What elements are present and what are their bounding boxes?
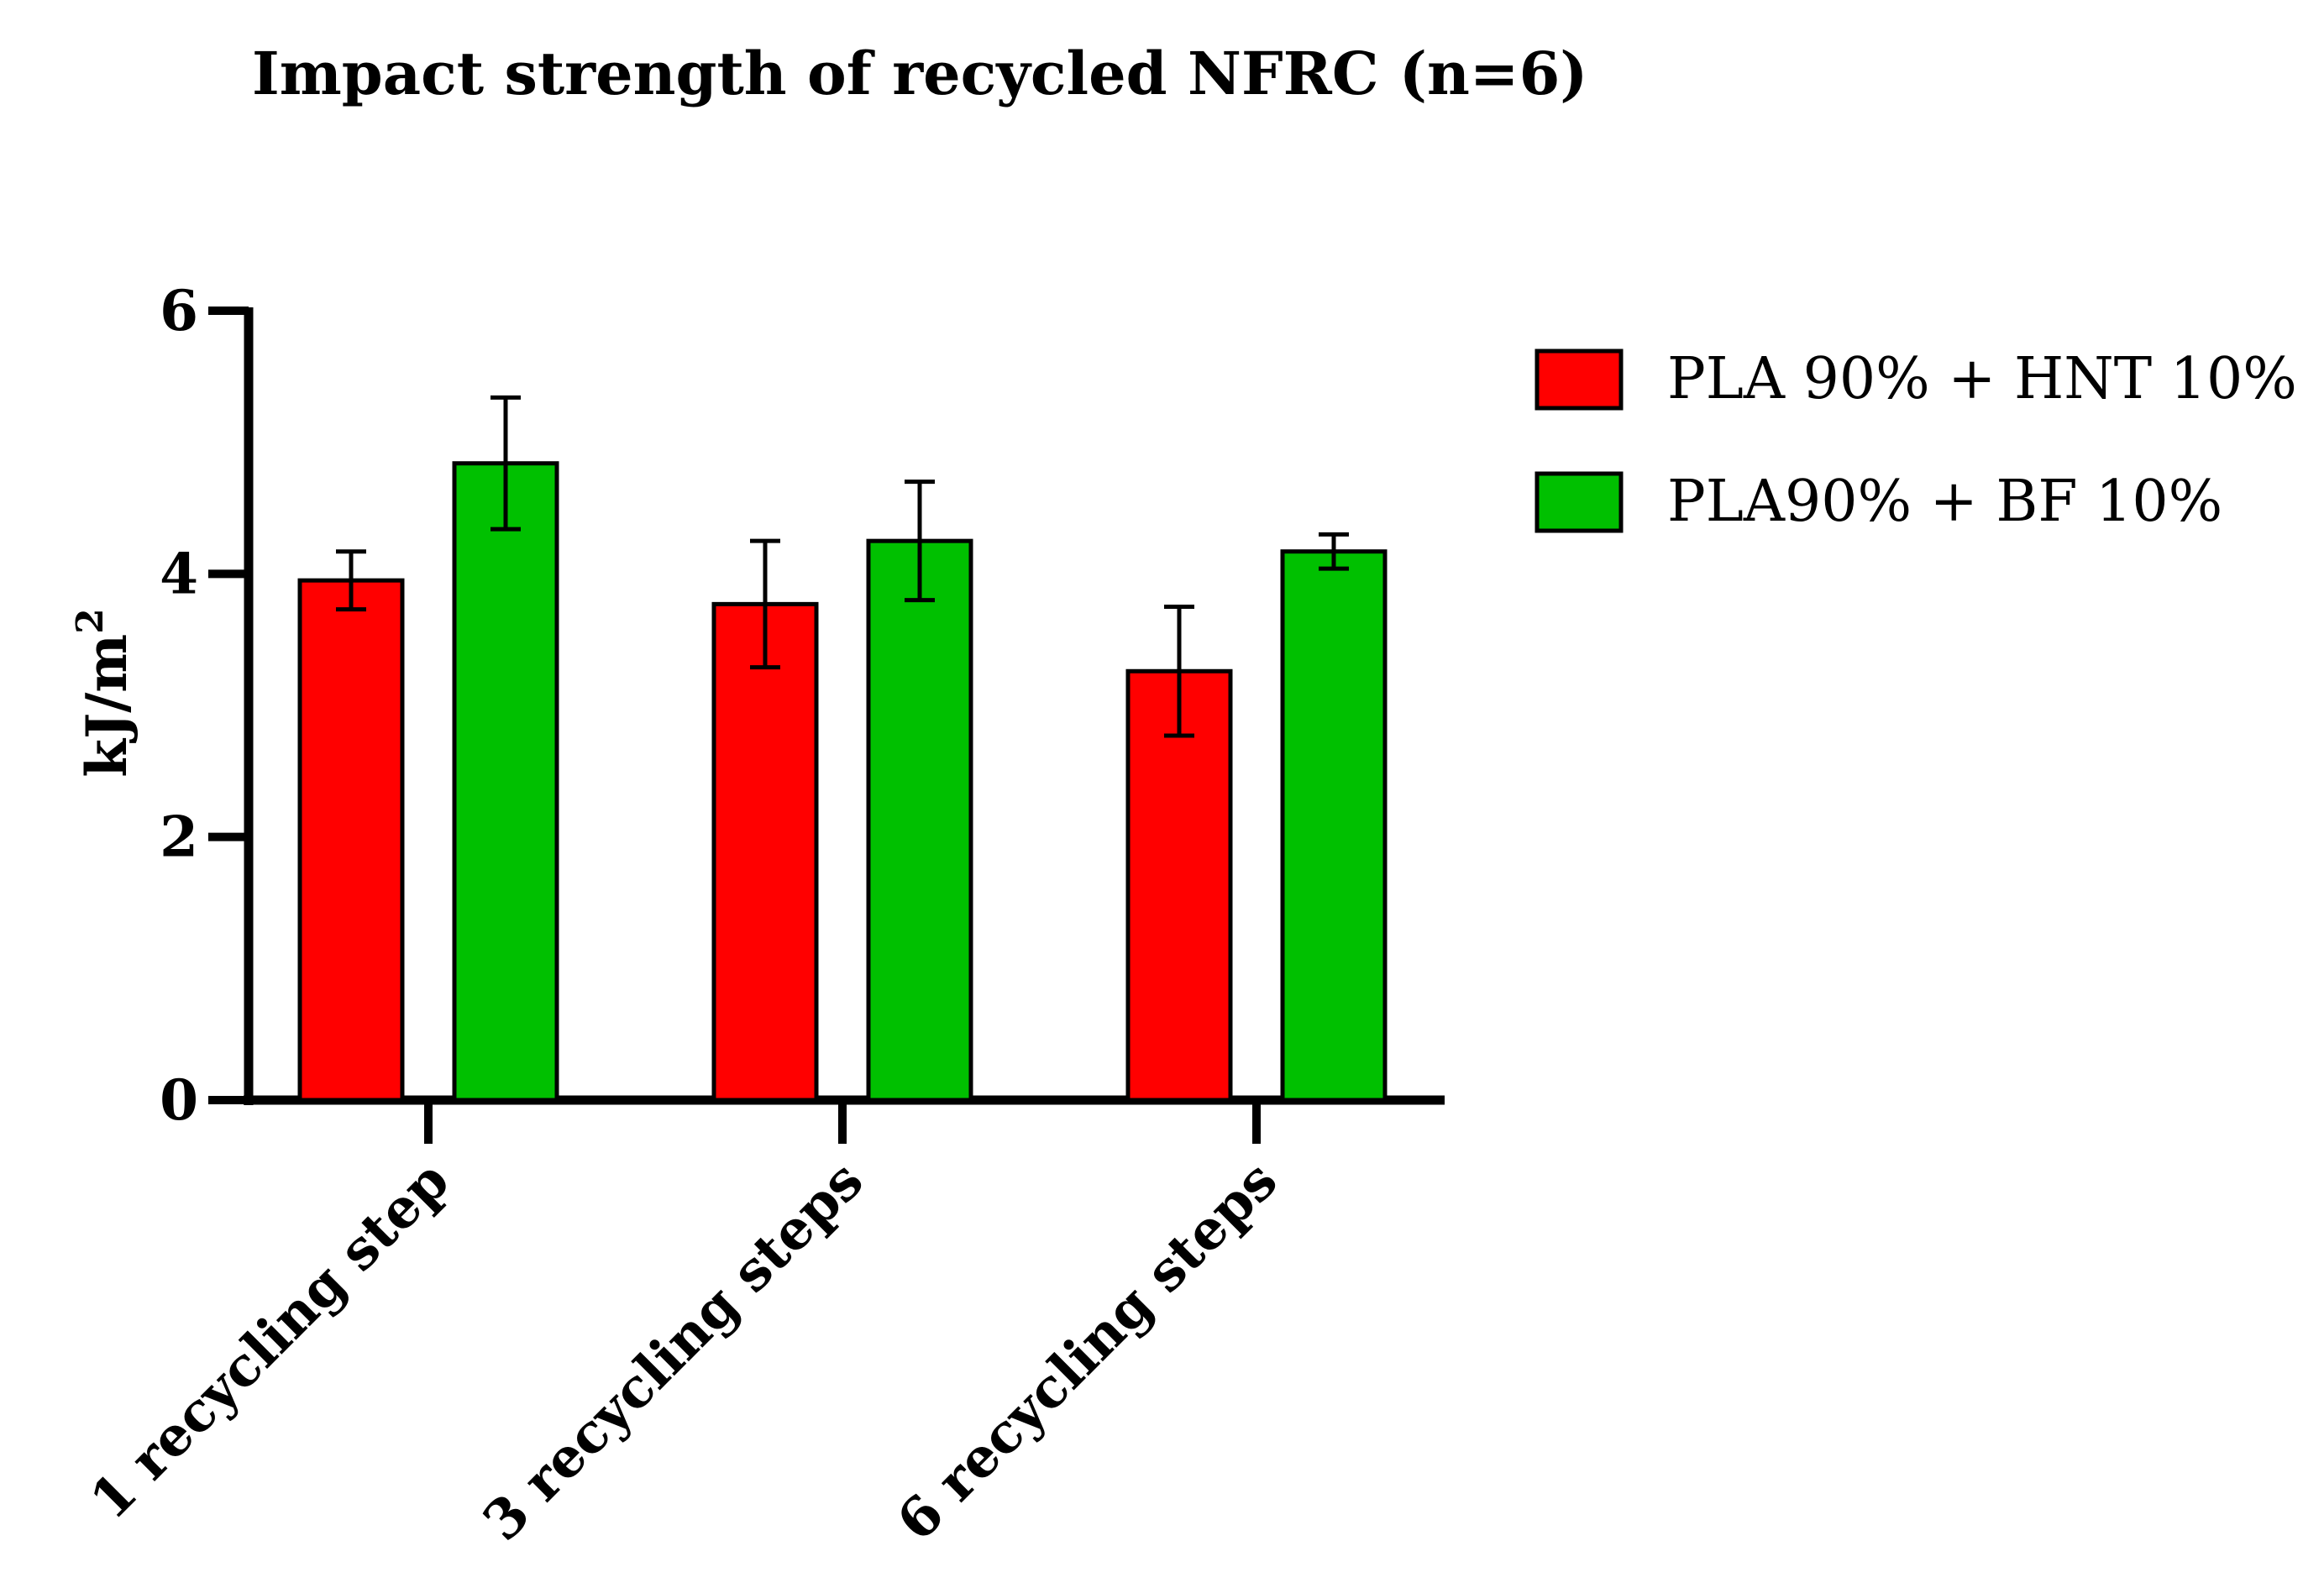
bar [866, 538, 973, 1103]
error-bars [336, 395, 1349, 738]
bar [452, 461, 559, 1103]
legend-label: PLA90% + BF 10% [1667, 469, 2222, 535]
y-tick-label: 2 [160, 804, 198, 870]
x-tick-label: 1 recycling step [78, 1149, 461, 1532]
bar [1280, 549, 1388, 1103]
y-ticks: 0 2 4 6 [160, 278, 249, 1133]
x-tick-label: 6 recycling steps [885, 1149, 1289, 1553]
legend-swatch [1534, 471, 1624, 533]
legend: PLA 90% + HNT 10% PLA90% + BF 10% [1534, 346, 2297, 535]
y-axis-label-text: kJ/m [74, 634, 139, 778]
y-tick-label: 0 [160, 1067, 198, 1133]
legend-swatch [1534, 349, 1624, 411]
x-tick-label: 3 recycling steps [471, 1149, 875, 1553]
axes [244, 307, 1445, 1105]
legend-label: PLA 90% + HNT 10% [1667, 346, 2297, 412]
bar [297, 578, 405, 1103]
y-tick-label: 4 [160, 541, 198, 606]
bar [711, 601, 819, 1103]
chart-title: Impact strength of recycled NFRC (n=6) [252, 39, 1587, 108]
bars [297, 461, 1388, 1103]
bar [1125, 668, 1233, 1103]
y-axis-label-superscript: 2 [69, 608, 112, 634]
y-tick-label: 6 [160, 278, 198, 343]
x-ticks: 1 recycling step 3 recycling steps 6 recyc… [78, 1100, 1289, 1554]
y-axis-label: kJ/m2 [69, 608, 139, 778]
